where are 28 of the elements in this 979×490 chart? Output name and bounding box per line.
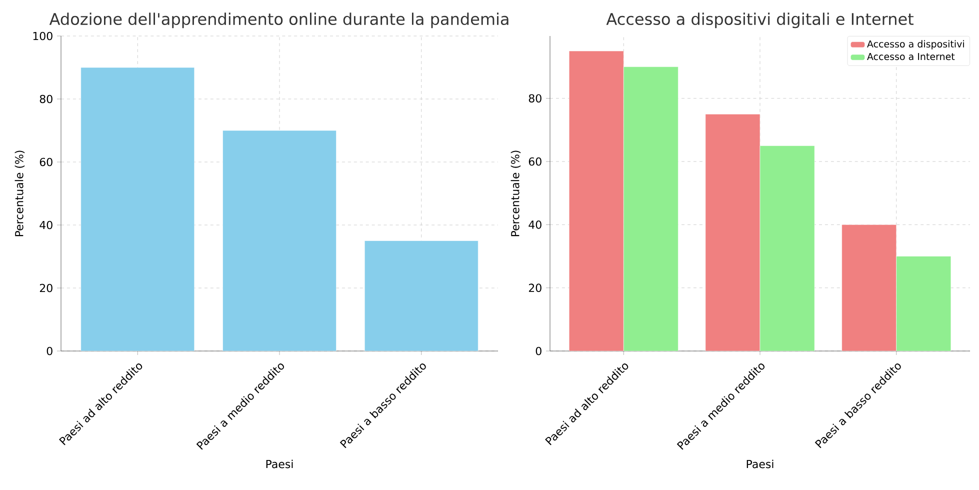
chart-title: Accesso a dispositivi digitali e Internet [606,12,914,28]
y-axis-title: Percentuale (%) [14,150,25,236]
y-tick-label: 20 [40,284,52,292]
bar [568,50,624,351]
y-axis-title: Percentuale (%) [510,150,521,236]
legend-label: Accesso a dispositivi [867,40,964,50]
chart-title: Adozione dell'apprendimento online durante la pandemia [49,12,508,28]
y-tick-label: 0 [46,346,52,356]
bar [623,66,678,351]
bar [760,146,815,351]
bar [222,130,336,351]
y-tick-label: 80 [528,94,542,103]
x-axis-title: Paesi [266,460,293,468]
y-tick-label: 0 [536,346,542,356]
bar [364,240,478,351]
bar [896,256,952,351]
bar [80,67,195,351]
y-tick-label: 100 [33,32,52,40]
x-axis-title: Paesi [746,460,774,468]
y-tick-label: 60 [40,158,52,166]
y-tick-label: 40 [528,220,542,229]
legend-label: Accesso a Internet [867,53,955,60]
y-tick-label: 60 [528,157,542,166]
bar [705,114,760,351]
y-tick-label: 80 [40,94,52,104]
y-tick-label: 40 [40,220,52,230]
y-tick-label: 20 [528,284,542,292]
bar [842,224,897,351]
